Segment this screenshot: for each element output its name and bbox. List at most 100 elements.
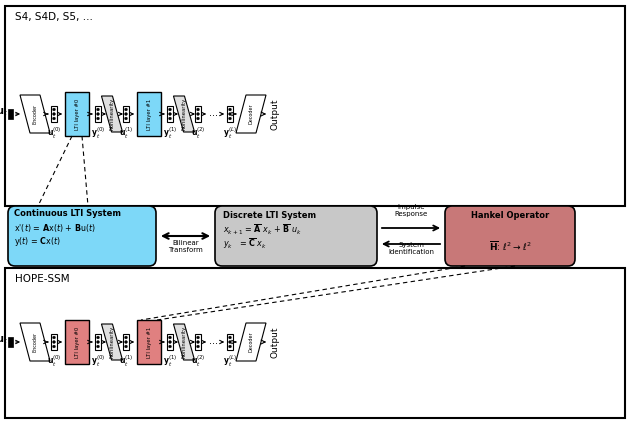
Bar (65, 320, 89, 364)
Circle shape (228, 345, 232, 348)
Bar (123, 106, 129, 122)
Circle shape (228, 336, 232, 339)
Polygon shape (236, 323, 266, 361)
Circle shape (228, 113, 232, 115)
Text: x'$(t)$ = $\mathbf{A}$x$(t)$ + $\mathbf{B}$u$(t)$: x'$(t)$ = $\mathbf{A}$x$(t)$ + $\mathbf{… (14, 222, 96, 234)
Circle shape (168, 345, 172, 348)
Circle shape (125, 345, 127, 348)
Bar (51, 106, 57, 122)
Bar (51, 334, 57, 350)
Circle shape (196, 117, 200, 120)
FancyBboxPatch shape (445, 206, 575, 266)
Text: Bilinear
Transform: Bilinear Transform (168, 240, 203, 253)
Circle shape (125, 340, 127, 343)
Text: $\mathbf{u}_t^{(2)}$: $\mathbf{u}_t^{(2)}$ (191, 126, 205, 142)
Text: $\mathbf{u}_t^{(1)}$: $\mathbf{u}_t^{(1)}$ (118, 354, 133, 369)
Bar (5, 268, 625, 418)
Bar (195, 334, 201, 350)
Bar (167, 334, 173, 350)
Text: Output: Output (271, 98, 280, 130)
Text: Continuous LTI System: Continuous LTI System (14, 209, 121, 218)
Text: HOPE-SSM: HOPE-SSM (15, 274, 70, 284)
Text: Nonlinearity: Nonlinearity (182, 98, 186, 130)
Circle shape (125, 113, 127, 115)
Circle shape (97, 345, 99, 348)
Circle shape (125, 336, 127, 339)
Text: Output: Output (271, 326, 280, 358)
Text: $\mathbf{y}_t^{(0)}$: $\mathbf{y}_t^{(0)}$ (91, 354, 105, 369)
Text: $\mathbf{u}_t$: $\mathbf{u}_t$ (0, 106, 8, 118)
Text: Discrete LTI System: Discrete LTI System (223, 210, 316, 220)
Text: Nonlinearity: Nonlinearity (109, 326, 115, 358)
Bar (227, 106, 233, 122)
Circle shape (196, 108, 200, 111)
Bar (137, 320, 161, 364)
Bar (137, 92, 161, 136)
Circle shape (52, 345, 56, 348)
Circle shape (168, 108, 172, 111)
Text: LTI layer #1: LTI layer #1 (147, 98, 152, 130)
Circle shape (168, 336, 172, 339)
Text: Decoder: Decoder (248, 332, 253, 352)
Circle shape (97, 336, 99, 339)
Text: Impulse
Response: Impulse Response (394, 204, 428, 217)
Polygon shape (102, 324, 122, 360)
Bar (123, 334, 129, 350)
Text: Encoder: Encoder (33, 332, 38, 352)
Text: $\mathbf{y}_t^{(0)}$: $\mathbf{y}_t^{(0)}$ (91, 126, 105, 142)
Text: $\mathbf{u}_t^{(0)}$: $\mathbf{u}_t^{(0)}$ (47, 354, 61, 369)
Text: $\mathbf{u}_t^{(2)}$: $\mathbf{u}_t^{(2)}$ (191, 354, 205, 369)
Polygon shape (173, 96, 195, 132)
Text: S4, S4D, S5, …: S4, S4D, S5, … (15, 12, 93, 22)
Text: $\mathbf{y}_t^{(1)}$: $\mathbf{y}_t^{(1)}$ (163, 126, 177, 142)
Circle shape (196, 340, 200, 343)
Text: $\mathbf{u}_t$: $\mathbf{u}_t$ (0, 334, 8, 346)
FancyBboxPatch shape (8, 206, 156, 266)
Text: LTI layer #0: LTI layer #0 (74, 326, 79, 357)
Circle shape (196, 345, 200, 348)
Polygon shape (102, 96, 122, 132)
Circle shape (97, 113, 99, 115)
Bar (8, 109, 13, 119)
Text: $\mathbf{y}_t^{(1)}$: $\mathbf{y}_t^{(1)}$ (163, 354, 177, 369)
Circle shape (52, 336, 56, 339)
Bar (195, 106, 201, 122)
Circle shape (125, 117, 127, 120)
Circle shape (125, 108, 127, 111)
Polygon shape (20, 323, 50, 361)
Text: $x_{k+1}$ = $\overline{\mathbf{A}}$ $x_k$ + $\overline{\mathbf{B}}$ $u_k$: $x_{k+1}$ = $\overline{\mathbf{A}}$ $x_k… (223, 223, 301, 237)
Circle shape (97, 117, 99, 120)
Text: LTI layer #1: LTI layer #1 (147, 326, 152, 357)
Text: ...: ... (209, 108, 218, 118)
Text: $\mathbf{u}_t^{(0)}$: $\mathbf{u}_t^{(0)}$ (47, 126, 61, 142)
Bar (95, 106, 101, 122)
Circle shape (228, 117, 232, 120)
Circle shape (52, 340, 56, 343)
Bar (65, 92, 89, 136)
Circle shape (52, 113, 56, 115)
Circle shape (168, 113, 172, 115)
Circle shape (228, 340, 232, 343)
FancyBboxPatch shape (215, 206, 377, 266)
Bar (5, 6, 625, 206)
Circle shape (196, 336, 200, 339)
Circle shape (228, 108, 232, 111)
Circle shape (168, 340, 172, 343)
Polygon shape (236, 95, 266, 133)
Text: Encoder: Encoder (33, 104, 38, 124)
Text: LTI layer #0: LTI layer #0 (74, 98, 79, 130)
Circle shape (196, 113, 200, 115)
Text: $y_k$   = $\overline{\mathbf{C}}$ $x_k$: $y_k$ = $\overline{\mathbf{C}}$ $x_k$ (223, 237, 267, 251)
Text: Nonlinearity: Nonlinearity (182, 326, 186, 358)
Text: $\mathbf{u}_t^{(1)}$: $\mathbf{u}_t^{(1)}$ (118, 126, 133, 142)
Bar (95, 334, 101, 350)
Circle shape (97, 108, 99, 111)
Text: Decoder: Decoder (248, 104, 253, 124)
Bar (8, 337, 13, 347)
Circle shape (52, 108, 56, 111)
Text: $\overline{\mathbf{H}}$: $\ell^2 \to \ell^2$: $\overline{\mathbf{H}}$: $\ell^2 \to \el… (488, 239, 531, 253)
Circle shape (168, 117, 172, 120)
Circle shape (97, 340, 99, 343)
Bar (167, 106, 173, 122)
Text: System
Identification: System Identification (388, 242, 434, 255)
